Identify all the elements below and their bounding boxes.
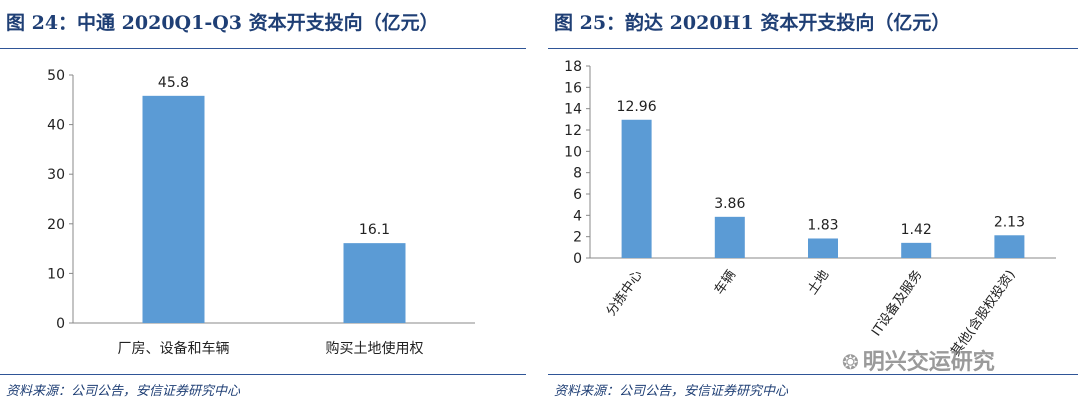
bar <box>142 95 205 323</box>
y-tick-label: 10 <box>47 266 65 282</box>
y-tick-label: 8 <box>573 166 582 182</box>
yunda-capex-bar-chart: 0 2 4 6 8 10 12 14 16 18 12.96 分拣中心 3.86 车辆 1.83 土地 1.42… <box>564 59 1056 359</box>
y-tick-label: 0 <box>573 251 582 267</box>
y-tick-label: 14 <box>564 102 582 118</box>
bar <box>343 243 406 323</box>
y-tick-label: 20 <box>47 217 65 233</box>
y-tick-label: 30 <box>47 167 65 183</box>
bar-value-label: 16.1 <box>359 222 390 238</box>
bar-value-label: 1.83 <box>807 217 838 233</box>
title-divider <box>0 48 526 49</box>
y-tick-label: 12 <box>564 123 582 139</box>
title-divider <box>548 48 1078 49</box>
figure-24-panel: 图 24：中通 2020Q1-Q3 资本开支投向（亿元） 0 10 20 30 40 50… <box>0 0 530 408</box>
y-tick-label: 16 <box>564 80 582 96</box>
y-tick-label: 4 <box>573 208 582 224</box>
bar <box>901 242 932 258</box>
figure-24-source: 资料来源：公司公告，安信证券研究中心 <box>6 384 241 399</box>
wechat-icon: ❂ <box>842 350 859 374</box>
bar <box>994 235 1025 258</box>
figure-25-source: 资料来源：公司公告，安信证券研究中心 <box>554 384 789 399</box>
y-tick-label: 0 <box>56 316 65 332</box>
figure-25-title: 图 25：韵达 2020H1 资本开支投向（亿元） <box>554 12 951 34</box>
x-category-label: 购买土地使用权 <box>326 340 424 357</box>
watermark: ❂ 明兴交运研究 <box>842 344 995 376</box>
bar <box>714 216 745 258</box>
bar-value-label: 12.96 <box>617 99 657 115</box>
x-category-label: 分拣中心 <box>604 268 646 319</box>
watermark-text: 明兴交运研究 <box>862 350 995 375</box>
x-category-label: IT设备及服务 <box>868 267 925 339</box>
zto-capex-bar-chart: 0 10 20 30 40 50 45.8 厂房、设备和车辆 16.1 购买土地使用权 <box>47 68 475 357</box>
figure-25-panel: 图 25：韵达 2020H1 资本开支投向（亿元） 0 2 4 6 8 10 12 14 16 1… <box>548 0 1080 408</box>
figure-24-title: 图 24：中通 2020Q1-Q3 资本开支投向（亿元） <box>6 12 439 34</box>
y-tick-label: 18 <box>564 59 582 75</box>
y-tick-label: 10 <box>564 144 582 160</box>
x-category-label: 车辆 <box>711 267 739 297</box>
y-tick-label: 40 <box>47 118 65 134</box>
y-tick-label: 6 <box>573 187 582 203</box>
source-divider <box>0 374 526 375</box>
y-tick-label: 50 <box>47 68 65 84</box>
bar-value-label: 1.42 <box>901 222 932 238</box>
y-tick-label: 2 <box>573 230 582 246</box>
bar-value-label: 2.13 <box>994 214 1025 230</box>
bar-value-label: 3.86 <box>714 196 745 212</box>
source-divider <box>548 374 1078 375</box>
bar <box>621 119 652 258</box>
bar <box>808 238 838 258</box>
x-category-label: 厂房、设备和车辆 <box>118 340 230 357</box>
x-category-label: 土地 <box>805 268 832 298</box>
bar-value-label: 45.8 <box>158 75 189 91</box>
